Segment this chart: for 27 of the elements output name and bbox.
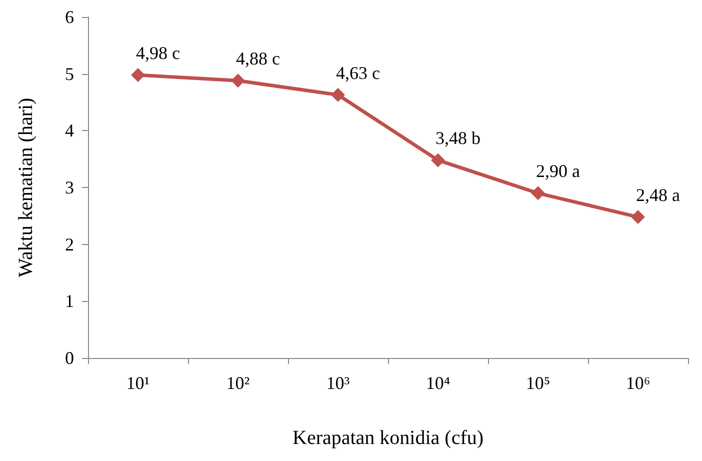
data-label: 2,90 a <box>536 161 580 182</box>
point <box>131 68 145 82</box>
x-tick-label: 10⁵ <box>526 373 550 393</box>
y-tick-label: 2 <box>65 234 74 254</box>
data-label: 2,48 a <box>636 185 680 206</box>
x-tick-label: 10² <box>226 373 250 393</box>
point <box>331 88 345 102</box>
point <box>631 210 645 224</box>
y-tick-label: 3 <box>65 178 74 198</box>
y-tick-label: 6 <box>65 7 74 27</box>
y-axis-title: Waktu kematian (hari) <box>15 98 37 278</box>
x-axis-title: Kerapatan konidia (cfu) <box>292 427 484 449</box>
point <box>431 153 445 168</box>
y-tick-label: 4 <box>65 120 74 141</box>
point <box>231 74 245 88</box>
y-tick-label: 1 <box>65 291 74 312</box>
data-label: 3,48 b <box>436 128 480 148</box>
x-tick-label: 10⁴ <box>426 373 450 393</box>
y-tick-label: 0 <box>65 348 74 368</box>
point <box>531 186 545 200</box>
x-tick-label: 10¹ <box>126 373 150 393</box>
y-tick-label: 5 <box>65 64 74 84</box>
data-label: 4,88 c <box>236 48 280 69</box>
data-label: 4,98 c <box>136 42 180 63</box>
x-tick-label: 10⁶ <box>626 373 650 393</box>
x-tick-label: 10³ <box>326 373 350 393</box>
data-label: 4,63 c <box>336 62 380 83</box>
